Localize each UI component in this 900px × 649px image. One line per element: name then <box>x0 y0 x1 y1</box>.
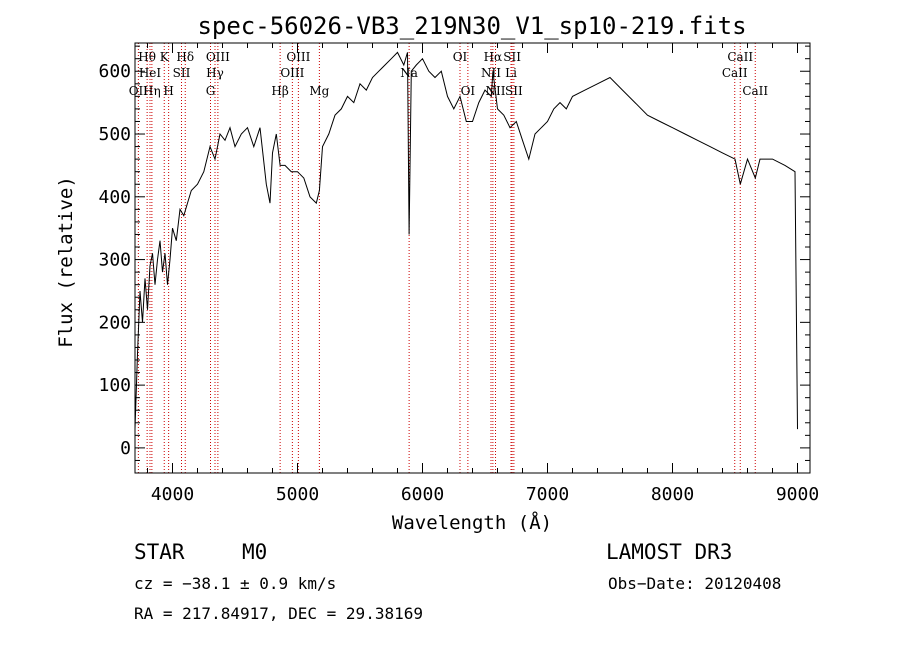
line-label: Mg <box>309 84 329 98</box>
y-tick-label: 100 <box>98 375 131 396</box>
y-axis-ticks: 0 100 200 300 400 500 600 <box>98 45 810 461</box>
redshift-cz: cz = −38.1 ± 0.9 km/s <box>134 574 337 593</box>
line-label: Hη <box>143 84 161 98</box>
line-label: Li <box>505 66 517 80</box>
line-label: CaII <box>727 50 753 64</box>
line-label: OI <box>453 50 468 64</box>
line-label: Na <box>400 66 418 80</box>
y-tick-label: 400 <box>98 187 131 208</box>
line-label: SII <box>505 84 523 98</box>
y-tick-label: 0 <box>120 438 131 459</box>
line-label: NII <box>481 66 501 80</box>
line-label: K <box>160 50 170 64</box>
y-axis-label: Flux (relative) <box>55 176 77 348</box>
line-label: SII <box>173 66 191 80</box>
line-label: Hα <box>484 50 503 64</box>
line-label: Hδ <box>176 50 194 64</box>
object-subclass: M0 <box>242 540 268 564</box>
line-markers <box>137 43 756 473</box>
object-class: STAR <box>134 540 185 564</box>
observation-date: Obs−Date: 20120408 <box>608 574 782 593</box>
line-label: OII <box>129 84 149 98</box>
y-tick-label: 200 <box>98 312 131 333</box>
x-axis-label: Wavelength (Å) <box>392 511 552 534</box>
y-tick-label: 300 <box>98 250 131 271</box>
line-label: OIII <box>286 50 310 64</box>
line-label: H <box>163 84 173 98</box>
line-label: CaII <box>742 84 768 98</box>
x-tick-label: 5000 <box>276 484 319 505</box>
line-label: OI <box>461 84 476 98</box>
line-label: SII <box>503 50 521 64</box>
x-tick-label: 6000 <box>401 484 444 505</box>
x-tick-label: 8000 <box>651 484 694 505</box>
line-label: G <box>206 84 216 98</box>
survey-name: LAMOST DR3 <box>606 540 733 564</box>
line-label: OIII <box>206 50 230 64</box>
x-axis-ticks: 4000 5000 6000 7000 8000 9000 <box>147 43 819 505</box>
line-label: HeI <box>139 66 162 80</box>
line-label: Hβ <box>271 84 288 98</box>
plot-frame <box>134 42 811 474</box>
line-label: OIII <box>280 66 304 80</box>
spectrum-series-line <box>134 51 798 430</box>
line-labels: HθOIIHeIHηKHSIIHδGHγOIIIHβOIIIOIIIMgNaOI… <box>129 50 769 98</box>
line-label: Hγ <box>206 66 224 80</box>
x-tick-label: 9000 <box>776 484 819 505</box>
sky-coordinates: RA = 217.84917, DEC = 29.38169 <box>134 604 423 623</box>
line-label: CaII <box>722 66 748 80</box>
y-tick-label: 600 <box>98 61 131 82</box>
y-tick-label: 500 <box>98 124 131 145</box>
chart-title: spec-56026-VB3_219N30_V1_sp10-219.fits <box>197 12 746 40</box>
x-tick-label: 4000 <box>151 484 194 505</box>
x-tick-label: 7000 <box>526 484 569 505</box>
line-label: Hθ <box>138 50 156 64</box>
